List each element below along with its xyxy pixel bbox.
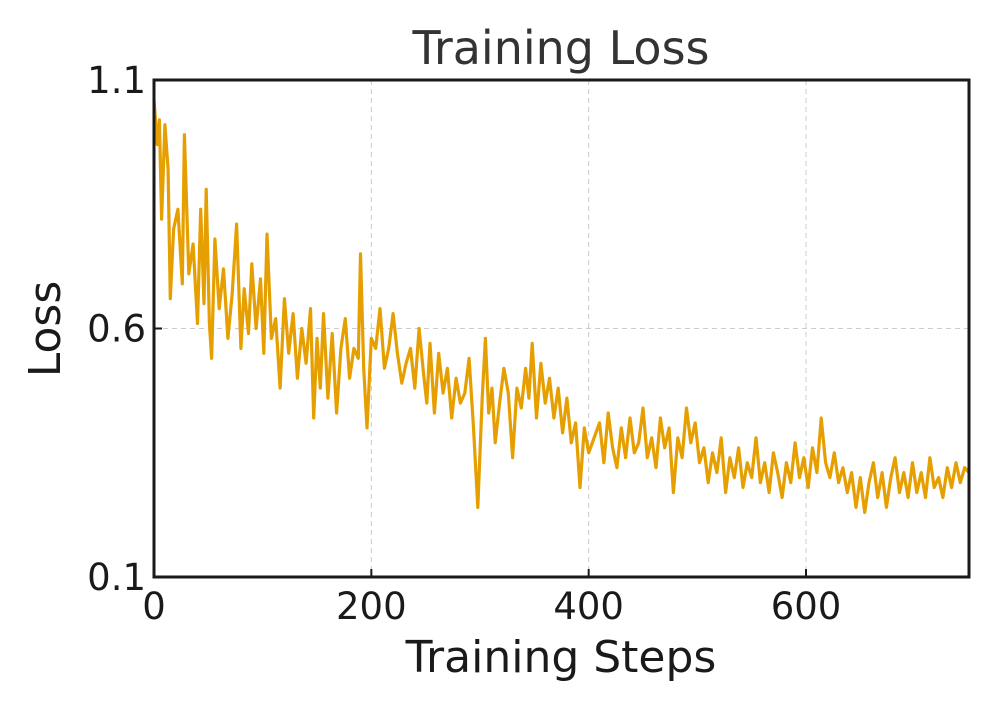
- axis-ticks: 0 200 400 600 0.1 0.6 1.1: [87, 59, 841, 628]
- x-tick-label: 400: [553, 585, 624, 628]
- x-axis-label: Training Steps: [405, 632, 717, 683]
- loss-series-line: [152, 98, 971, 514]
- y-tick-label: 1.1: [87, 59, 146, 102]
- plot-area: [152, 98, 971, 514]
- y-tick-label: 0.6: [87, 308, 146, 351]
- y-axis-label: Loss: [20, 281, 71, 378]
- x-tick-label: 200: [336, 585, 407, 628]
- grid-lines: [154, 80, 969, 577]
- chart-title: Training Loss: [411, 21, 709, 75]
- y-tick-label: 0.1: [87, 556, 146, 599]
- x-tick-label: 0: [142, 585, 166, 628]
- x-tick-label: 600: [771, 585, 842, 628]
